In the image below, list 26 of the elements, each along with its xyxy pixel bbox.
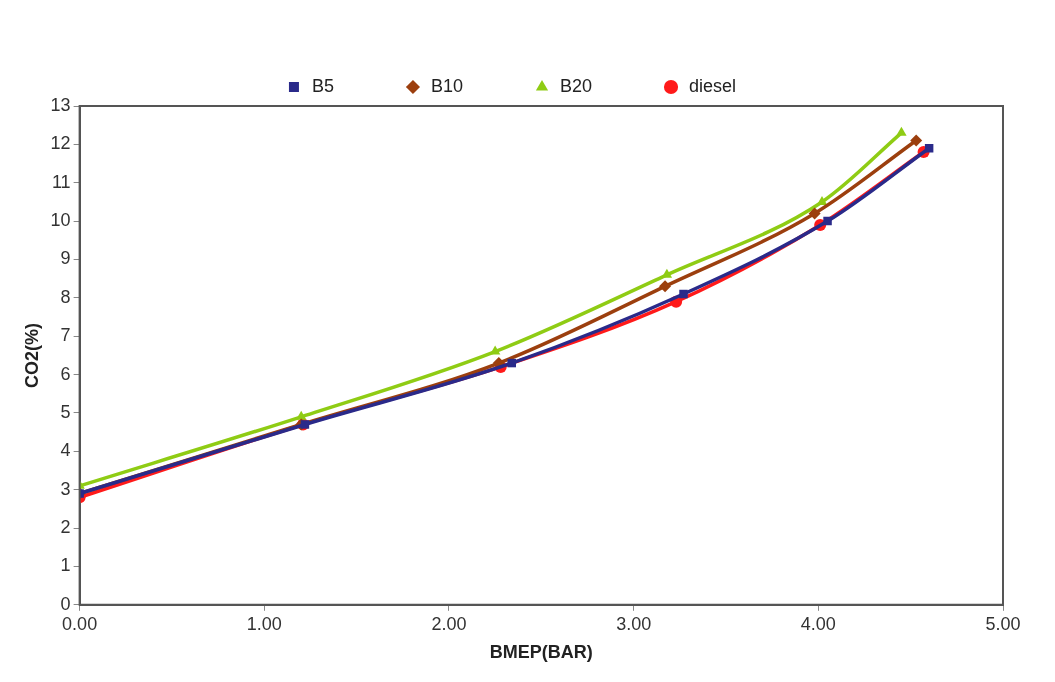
y-tick-label: 13 [50,94,71,115]
x-tick-label: 2.00 [431,613,467,634]
x-axis-title: BMEP(BAR) [489,642,593,663]
y-tick-label: 9 [60,248,71,269]
y-tick-label: 11 [51,171,71,192]
y-tick-label: 6 [60,363,71,384]
x-tick-label: 1.00 [246,613,282,634]
y-tick-label: 12 [50,133,71,154]
x-tick-label: 3.00 [616,613,652,634]
legend-label: B5 [311,75,334,96]
legend-label: diesel [689,75,737,96]
y-tick-label: 2 [60,517,71,538]
y-tick-label: 5 [60,401,71,422]
x-tick-label: 0.00 [62,613,98,634]
x-tick-label: 5.00 [985,613,1021,634]
y-tick-label: 0 [60,593,71,614]
legend-label: B10 [430,75,463,96]
y-tick-label: 3 [60,478,71,499]
y-tick-label: 4 [60,440,71,461]
legend-label: B20 [559,75,593,96]
y-tick-label: 10 [50,210,71,231]
y-axis-title: CO2(%) [21,322,42,388]
y-tick-label: 1 [60,555,71,576]
y-tick-label: 7 [60,325,71,346]
y-tick-label: 8 [60,286,71,307]
x-tick-label: 4.00 [800,613,836,634]
